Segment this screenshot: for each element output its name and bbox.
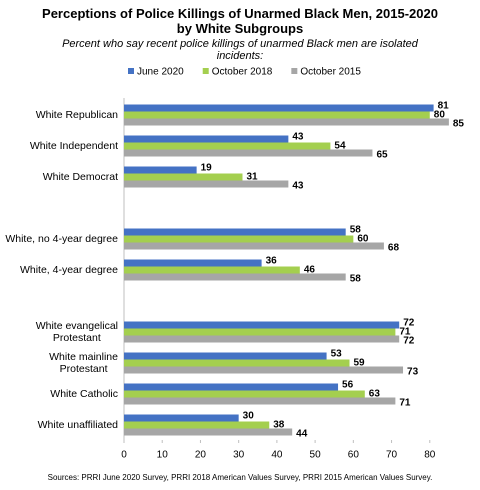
- value-label: 43: [292, 181, 304, 192]
- category-label: White Independent: [29, 140, 118, 152]
- value-label: 30: [243, 411, 255, 422]
- bar: [124, 242, 384, 250]
- legend-label: October 2018: [212, 67, 273, 78]
- value-label: 43: [292, 132, 304, 143]
- bar: [124, 390, 365, 398]
- value-label: 81: [438, 101, 450, 112]
- category-label: White, no 4-year degree: [5, 233, 118, 245]
- category-label: White mainline Protestant: [49, 351, 118, 375]
- bar: [124, 335, 400, 343]
- value-label: 56: [342, 380, 354, 391]
- value-label: 80: [434, 110, 446, 121]
- value-label: 44: [296, 429, 308, 440]
- value-label: 53: [331, 349, 343, 360]
- x-tick-label: 80: [424, 450, 436, 461]
- bar: [124, 166, 197, 174]
- legend-label: June 2020: [137, 67, 184, 78]
- value-label: 71: [399, 327, 411, 338]
- value-label: 46: [304, 265, 316, 276]
- legend-label: October 2015: [300, 67, 361, 78]
- bar: [124, 273, 346, 281]
- value-label: 36: [266, 256, 278, 267]
- x-tick-label: 10: [157, 450, 169, 461]
- x-tick-label: 60: [348, 450, 360, 461]
- source-note: Sources: PRRI June 2020 Survey, PRRI 201…: [47, 473, 433, 482]
- bar: [124, 428, 293, 436]
- bar: [124, 414, 239, 422]
- bar: [124, 366, 404, 374]
- value-label: 73: [407, 367, 419, 378]
- bar: [124, 383, 339, 391]
- bar: [124, 421, 270, 429]
- x-tick-label: 30: [233, 450, 245, 461]
- x-tick-label: 40: [271, 450, 283, 461]
- value-label: 68: [388, 243, 400, 254]
- x-tick-label: 70: [386, 450, 398, 461]
- bar: [124, 135, 289, 143]
- category-label: White evangelical Protestant: [35, 320, 118, 344]
- category-label: White Democrat: [42, 171, 118, 183]
- value-label: 38: [273, 420, 285, 431]
- bar: [124, 397, 396, 405]
- value-label: 31: [246, 172, 258, 183]
- value-label: 85: [453, 119, 465, 130]
- value-label: 58: [350, 225, 362, 236]
- bar: [124, 173, 243, 181]
- legend-swatch: [291, 68, 298, 74]
- bar: [124, 111, 430, 119]
- value-label: 72: [403, 318, 415, 329]
- chart-subtitle: Percent who say recent police killings o…: [62, 38, 418, 62]
- value-label: 58: [350, 274, 362, 285]
- category-label: White Catholic: [50, 388, 118, 400]
- category-label: White Republican: [35, 109, 118, 121]
- x-tick-label: 0: [121, 450, 127, 461]
- value-label: 72: [403, 336, 415, 347]
- value-label: 65: [376, 150, 388, 161]
- value-label: 59: [354, 358, 366, 369]
- bar: [124, 266, 300, 274]
- value-label: 60: [357, 234, 369, 245]
- x-tick-label: 20: [195, 450, 207, 461]
- bar: [124, 118, 449, 126]
- bar: [124, 321, 400, 329]
- bar: [124, 104, 434, 112]
- bar: [124, 328, 396, 336]
- bar: [124, 359, 350, 367]
- value-label: 63: [369, 389, 381, 400]
- category-label: White unaffiliated: [37, 419, 118, 431]
- category-label: White, 4-year degree: [19, 264, 118, 276]
- bar: [124, 180, 289, 188]
- legend-swatch: [128, 68, 134, 74]
- chart-title: Perceptions of Police Killings of Unarme…: [42, 6, 438, 36]
- bar: [124, 352, 327, 360]
- value-label: 19: [201, 163, 213, 174]
- x-tick-label: 50: [310, 450, 322, 461]
- legend-swatch: [202, 68, 209, 74]
- bar: [124, 259, 262, 267]
- bar: [124, 142, 331, 150]
- value-label: 71: [399, 398, 411, 409]
- value-label: 54: [334, 141, 346, 152]
- bar: [124, 235, 354, 243]
- bar: [124, 149, 373, 157]
- bar: [124, 228, 346, 236]
